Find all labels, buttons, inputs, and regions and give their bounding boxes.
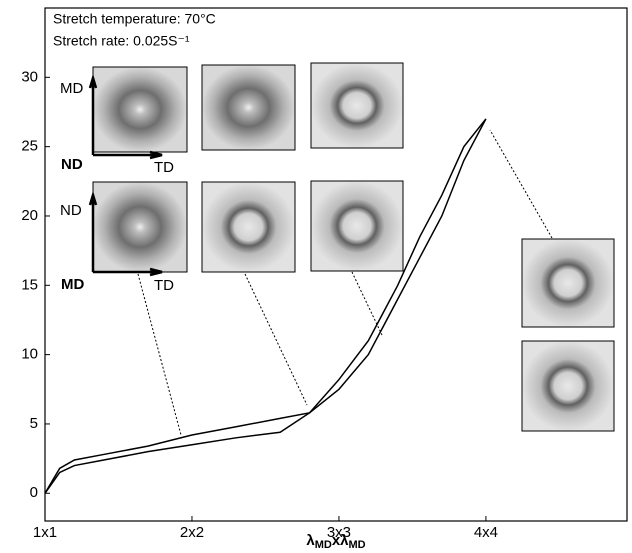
annotation: Stretch temperature: 70°C: [53, 11, 216, 27]
y-tick-label: 0: [30, 484, 38, 501]
x-tick-label: 2x2: [180, 524, 204, 541]
pointer: [490, 130, 552, 238]
pointer: [138, 274, 181, 435]
xray-image: [202, 182, 295, 272]
axis-arrow: [93, 152, 162, 158]
pointer: [352, 272, 382, 335]
pointer: [245, 274, 307, 405]
y-tick-label: 20: [21, 207, 38, 224]
xray-image: [202, 65, 295, 150]
xray-image: [522, 341, 614, 431]
insets: MD ND TD ND MD TD: [60, 63, 614, 435]
xray-image: [522, 239, 614, 327]
inset-axis-label: TD: [154, 159, 174, 176]
annotation: Stretch rate: 0.025S⁻¹: [53, 33, 190, 49]
inset-axis-label: MD: [60, 80, 83, 97]
x-tick-label: 4x4: [474, 524, 498, 541]
xray-image: [93, 67, 187, 152]
pointer-arrows: [138, 130, 552, 435]
x-tick-label: 3x3: [327, 524, 351, 541]
xray-image: [93, 182, 187, 272]
chart: Stretch temperature: 70°C Stretch rate: …: [0, 0, 632, 553]
y-tick-label: 10: [21, 346, 38, 363]
inset-axis-label: TD: [154, 277, 174, 294]
curve: [45, 119, 486, 493]
inset-axis-label: ND: [60, 202, 82, 219]
x-tick-label: 1x1: [33, 524, 57, 541]
y-tick-label: 25: [21, 138, 38, 155]
y-tick-label: 5: [30, 415, 38, 432]
curve: [45, 119, 486, 493]
xray-image: [311, 181, 403, 271]
xray-image: [311, 63, 403, 148]
x-label-part: MD: [349, 539, 366, 551]
page: {"chart_data": {"type": "line", "annotat…: [0, 0, 632, 553]
inset-axis-label: MD: [61, 276, 84, 293]
y-tick-label: 30: [21, 68, 38, 85]
inset-axis-label: ND: [61, 156, 83, 173]
y-tick-label: 15: [21, 276, 38, 293]
